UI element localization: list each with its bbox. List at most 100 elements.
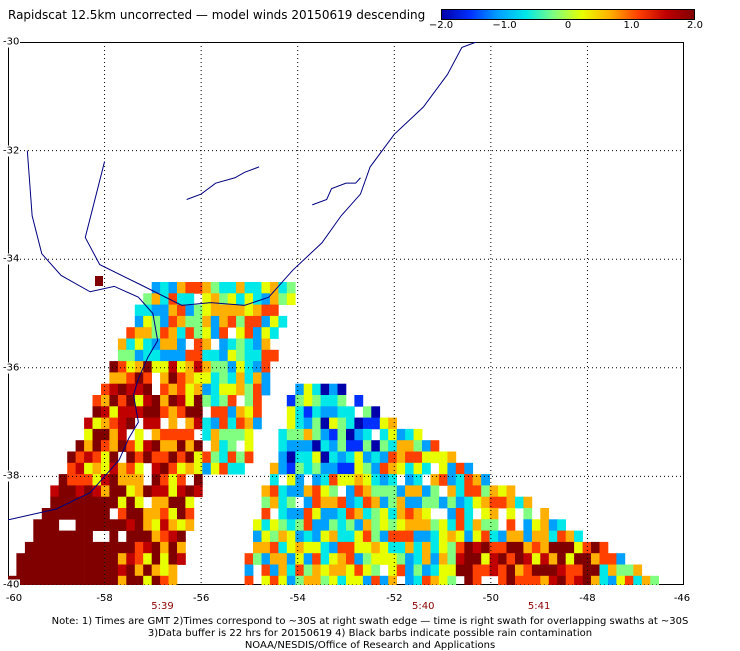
wind-cell <box>135 531 144 543</box>
wind-cell <box>278 452 287 464</box>
wind-cell <box>304 485 313 497</box>
wind-cell <box>253 395 262 407</box>
wind-cell <box>219 452 228 464</box>
wind-cell <box>177 384 186 396</box>
wind-cell <box>346 452 355 464</box>
wind-cell <box>346 406 355 418</box>
wind-cell <box>371 474 380 486</box>
wind-cell <box>84 519 93 531</box>
wind-cell <box>338 406 347 418</box>
wind-cell <box>84 440 93 452</box>
wind-cell <box>532 576 541 588</box>
wind-cell <box>211 440 220 452</box>
wind-cell <box>405 565 414 577</box>
wind-cell <box>169 384 178 396</box>
wind-cell <box>169 406 178 418</box>
wind-cell <box>616 565 625 577</box>
wind-cell <box>431 519 440 531</box>
wind-cell <box>321 565 330 577</box>
wind-cell <box>473 531 482 543</box>
wind-cell <box>363 485 372 497</box>
wind-cell <box>253 531 262 543</box>
wind-cell <box>304 542 313 554</box>
wind-cell <box>152 565 161 577</box>
wind-cell <box>304 452 313 464</box>
wind-cell <box>287 429 296 441</box>
wind-cell <box>76 440 85 452</box>
wind-cell <box>202 418 211 430</box>
wind-cell <box>431 497 440 509</box>
wind-cell <box>397 553 406 565</box>
wind-cell <box>152 350 161 362</box>
wind-cell <box>236 350 245 362</box>
wind-cell <box>160 327 169 339</box>
wind-cell <box>160 384 169 396</box>
wind-cell <box>447 565 456 577</box>
wind-cell <box>118 372 127 384</box>
wind-cell <box>329 497 338 509</box>
wind-cell <box>312 542 321 554</box>
wind-cell <box>405 519 414 531</box>
wind-cell <box>338 508 347 520</box>
wind-cell <box>473 576 482 588</box>
wind-cell <box>135 474 144 486</box>
wind-cell <box>228 305 237 317</box>
wind-cell <box>270 485 279 497</box>
wind-cell <box>135 395 144 407</box>
wind-cell <box>405 463 414 475</box>
wind-cell <box>464 565 473 577</box>
wind-cell <box>118 553 127 565</box>
wind-cell <box>236 429 245 441</box>
wind-cell <box>329 565 338 577</box>
wind-cell <box>464 519 473 531</box>
wind-cell <box>557 553 566 565</box>
wind-cell <box>312 565 321 577</box>
wind-cell <box>312 418 321 430</box>
wind-cell <box>236 327 245 339</box>
wind-cell <box>93 429 102 441</box>
wind-cell <box>245 339 254 351</box>
wind-cell <box>295 463 304 475</box>
wind-cell <box>321 519 330 531</box>
wind-cell <box>270 350 279 362</box>
wind-cell <box>185 282 194 294</box>
wind-cell <box>93 497 102 509</box>
wind-cell <box>143 293 152 305</box>
wind-cell <box>33 576 42 588</box>
wind-cell <box>456 485 465 497</box>
wind-cell <box>245 406 254 418</box>
wind-cell <box>126 474 135 486</box>
wind-cell <box>608 553 617 565</box>
wind-cell <box>194 406 203 418</box>
wind-cell <box>126 452 135 464</box>
wind-cell <box>169 565 178 577</box>
wind-cell <box>304 519 313 531</box>
wind-cell <box>549 553 558 565</box>
wind-cell <box>329 553 338 565</box>
wind-cell <box>397 565 406 577</box>
wind-cell <box>338 452 347 464</box>
wind-cell <box>321 474 330 486</box>
wind-cell <box>194 395 203 407</box>
wind-cell <box>346 553 355 565</box>
wind-cell <box>287 531 296 543</box>
wind-cell <box>388 463 397 475</box>
wind-cell <box>354 497 363 509</box>
wind-cell <box>194 418 203 430</box>
wind-cell <box>228 418 237 430</box>
wind-cell <box>76 519 85 531</box>
wind-cell <box>185 372 194 384</box>
wind-cell <box>329 440 338 452</box>
wind-cell <box>278 531 287 543</box>
wind-cell <box>414 565 423 577</box>
wind-cell <box>152 497 161 509</box>
wind-cell <box>405 429 414 441</box>
wind-cell <box>245 429 254 441</box>
wind-cell <box>405 508 414 520</box>
wind-cell <box>236 418 245 430</box>
wind-cell <box>245 305 254 317</box>
wind-cell <box>236 406 245 418</box>
wind-cell <box>236 463 245 475</box>
wind-cell <box>169 305 178 317</box>
swath-time-label: 5:40 <box>412 601 434 612</box>
